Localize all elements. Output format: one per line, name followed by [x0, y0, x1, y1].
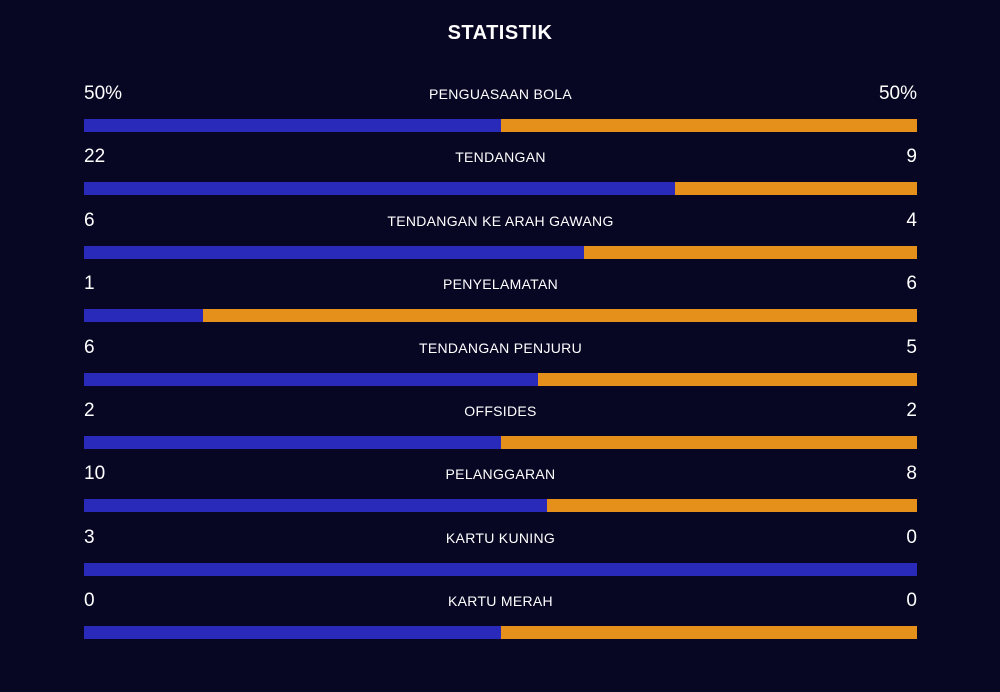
- away-bar-segment: [500, 626, 917, 640]
- panel-title: STATISTIK: [447, 22, 553, 44]
- away-bar-segment: [675, 182, 917, 196]
- comparison-bar: [84, 372, 917, 386]
- stat-label: OFFSIDES: [464, 402, 537, 419]
- stat-row-shots-on-target: 6 TENDANGAN KE ARAH GAWANG 4: [84, 209, 917, 272]
- away-value: 6: [906, 273, 917, 295]
- home-value: 0: [84, 590, 95, 612]
- stat-label: PENGUASAAN BOLA: [429, 86, 572, 102]
- home-value: 10: [84, 463, 106, 485]
- comparison-bar: [84, 119, 917, 132]
- stat-label: TENDANGAN KE ARAH GAWANG: [387, 212, 614, 229]
- comparison-bar: [84, 626, 917, 640]
- stat-label: PELANGGARAN: [445, 466, 556, 483]
- home-bar-segment: [84, 499, 547, 513]
- stat-row-saves: 1 PENYELAMATAN 6: [84, 272, 917, 335]
- home-value: 1: [84, 273, 95, 295]
- home-bar-segment: [84, 435, 501, 449]
- comparison-bar: [84, 435, 917, 449]
- comparison-bar: [84, 499, 917, 513]
- stat-row-red-cards: 0 KARTU MERAH 0: [84, 589, 917, 652]
- home-value: 2: [84, 399, 95, 421]
- home-bar-segment: [84, 309, 203, 323]
- away-value: 0: [906, 526, 917, 548]
- home-value: 6: [84, 336, 95, 358]
- comparison-bar: [84, 309, 917, 323]
- away-value: 2: [906, 399, 917, 421]
- away-value: 5: [906, 336, 917, 358]
- away-bar-segment: [203, 309, 917, 323]
- stat-row-fouls: 10 PELANGGARAN 8: [84, 462, 917, 525]
- stat-label: KARTU KUNING: [445, 529, 556, 546]
- home-bar-segment: [84, 245, 584, 259]
- home-value: 6: [84, 209, 95, 231]
- away-bar-segment: [500, 435, 917, 449]
- stat-label: TENDANGAN: [455, 149, 546, 166]
- away-value: 8: [906, 463, 917, 485]
- away-bar-segment: [546, 499, 917, 513]
- home-bar-segment: [84, 372, 539, 386]
- stat-row-yellow-cards: 3 KARTU KUNING 0: [84, 526, 917, 589]
- away-bar-segment: [538, 372, 917, 386]
- home-value: 22: [84, 146, 106, 168]
- away-value: 0: [906, 590, 917, 612]
- home-bar-segment: [84, 562, 917, 576]
- stat-row-shots: 22 TENDANGAN 9: [84, 145, 917, 208]
- away-bar-segment: [500, 119, 917, 132]
- stat-label: TENDANGAN PENJURU: [418, 339, 582, 356]
- away-value: 50%: [878, 83, 917, 104]
- comparison-bar: [84, 182, 917, 196]
- stats-list: 50% PENGUASAAN BOLA 50% 22 TENDANGAN 9: [84, 82, 917, 653]
- stat-label: PENYELAMATAN: [442, 276, 559, 293]
- stat-label: KARTU MERAH: [448, 593, 553, 610]
- home-value: 3: [84, 526, 95, 548]
- comparison-bar: [84, 245, 917, 259]
- stat-row-corners: 6 TENDANGAN PENJURU 5: [84, 336, 917, 399]
- stat-row-offsides: 2 OFFSIDES 2: [84, 399, 917, 462]
- home-bar-segment: [84, 626, 501, 640]
- home-value: 50%: [84, 83, 123, 104]
- home-bar-segment: [84, 119, 501, 132]
- away-bar-segment: [583, 245, 917, 259]
- away-value: 9: [906, 146, 917, 168]
- comparison-bar: [84, 562, 917, 576]
- stat-row-possession: 50% PENGUASAAN BOLA 50%: [84, 82, 917, 145]
- away-value: 4: [906, 209, 917, 231]
- home-bar-segment: [84, 182, 676, 196]
